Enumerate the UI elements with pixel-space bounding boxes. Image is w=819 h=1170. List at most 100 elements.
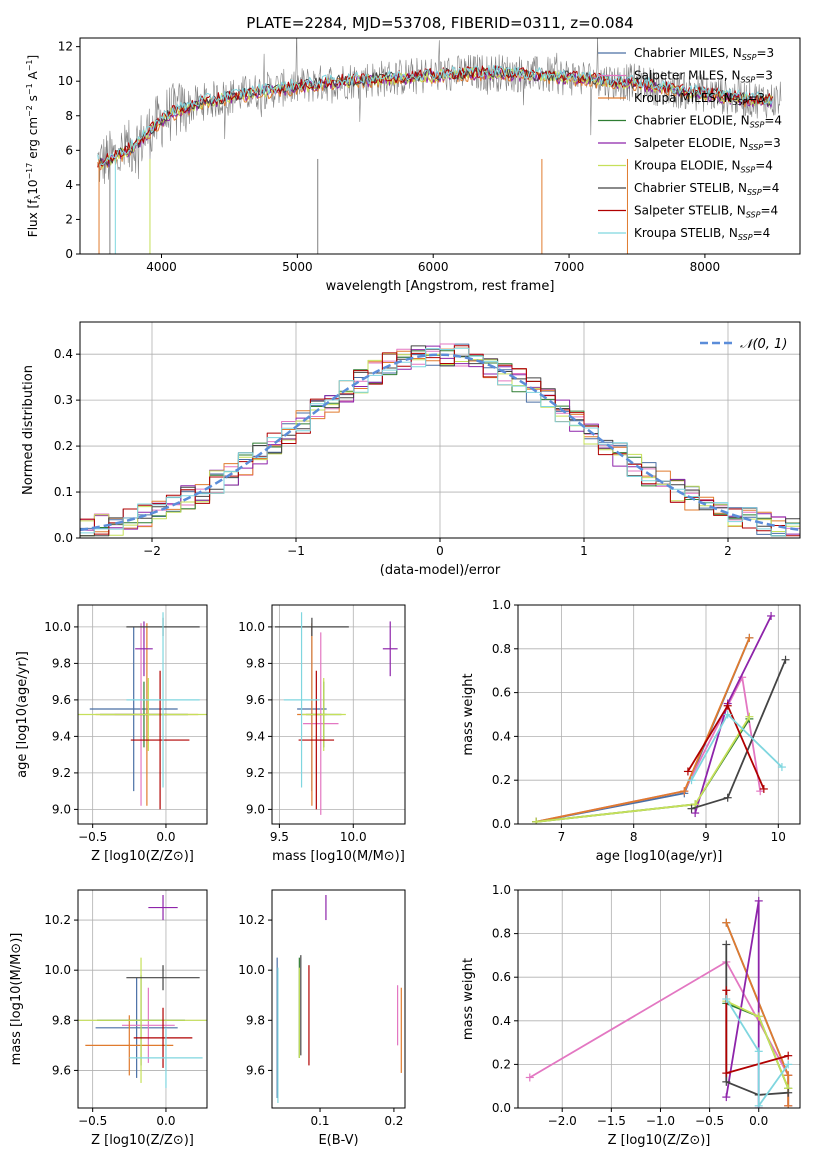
panel-spectrum: 4000 5000 6000 7000 8000 0 2 4 6 8 10 12 Chabrier MI… (25, 37, 801, 294)
x-axis-label: (data-model)/error (380, 563, 501, 578)
y-tick-label: 10.0 (238, 620, 265, 634)
legend-label-subscript: SSP (750, 121, 765, 130)
y-tick-label: 0.1 (54, 485, 73, 499)
y-tick-label: 9.6 (246, 693, 265, 707)
panel-mass_vs_EBV: 0.1 0.2 9.6 9.8 10.0 10.2 E(B-V) (238, 889, 406, 1148)
panel-massweight_vs_Z: −2.0 −1.5 −1.0 −0.5 0.0 0.0 0.2 0.4 0.6 0.8 1.0 Z [… (461, 883, 801, 1148)
y-tick-label: 0.2 (492, 1057, 511, 1071)
y-tick-label: 0.4 (492, 1014, 511, 1028)
y-axis-label-part: 10 (26, 180, 40, 195)
x-tick-label: −0.5 (695, 1114, 724, 1128)
legend-label-text: Salpeter MILES, N (634, 69, 741, 83)
x-tick-label: 10.0 (340, 830, 367, 844)
y-tick-label: 4 (65, 178, 73, 192)
legend-label-text: Salpeter ELODIE, N (634, 136, 748, 150)
legend-label: Salpeter MILES, NSSP=3 (634, 69, 773, 85)
panel-age_vs_Z: −0.5 0.0 9.0 9.2 9.4 9.6 9.8 10.0 Z [log10(Z/Z⊙)… (15, 604, 208, 864)
legend-label-subscript: SSP (738, 233, 753, 242)
y-axis-label: age [log10(age/yr)] (15, 651, 30, 778)
x-tick-label: 9.5 (270, 830, 289, 844)
legend-label: Chabrier STELIB, NSSP=4 (634, 181, 779, 197)
legend-label-subscript: SSP (747, 188, 762, 197)
axes-frame (271, 889, 406, 1109)
legend-label-subscript: SSP (748, 143, 763, 152)
plot-area (80, 343, 800, 537)
axes-frame (77, 604, 208, 825)
y-tick-label: 2 (65, 212, 73, 226)
legend-label-text: Kroupa STELIB, N (634, 226, 738, 240)
y-tick-label: 10.0 (44, 620, 71, 634)
legend-label-value: =4 (760, 204, 778, 218)
y-tick-label: 0.3 (54, 393, 73, 407)
y-tick-label: 0.4 (54, 347, 73, 361)
y-tick-label: 0.8 (492, 927, 511, 941)
y-axis-label-part: ] (26, 55, 40, 60)
y-tick-label: 9.4 (52, 729, 71, 743)
legend-label: Kroupa MILES, NSSP=3 (634, 91, 765, 107)
y-tick-label: 9.2 (52, 766, 71, 780)
y-tick-label: 10 (58, 74, 73, 88)
y-tick-label: 0.2 (492, 773, 511, 787)
legend-label-value: =4 (764, 114, 782, 128)
axes-frame (79, 37, 801, 255)
y-tick-label: 9.0 (52, 802, 71, 816)
figure-title: PLATE=2284, MJD=53708, FIBERID=0311, z=0… (246, 14, 633, 32)
x-tick-label: 9 (702, 830, 710, 844)
x-tick-label: −2.0 (548, 1114, 577, 1128)
y-axis-label-part: −17 (25, 163, 34, 180)
residual-legend: 𝒩(0, 1) (700, 337, 787, 352)
legend-label: Kroupa STELIB, NSSP=4 (634, 226, 770, 242)
x-axis-label: mass [log10(M/M⊙)] (272, 849, 405, 864)
x-tick-label: −2 (143, 544, 161, 558)
series-line (535, 637, 751, 823)
y-axis-label-part: erg cm (26, 117, 40, 163)
x-tick-label: 7000 (554, 260, 585, 274)
x-tick-label: −1.0 (646, 1114, 675, 1128)
y-tick-label: 9.0 (246, 802, 265, 816)
y-tick-label: 6 (65, 143, 73, 157)
legend-label-value: =3 (756, 46, 774, 60)
series-line (725, 998, 789, 1107)
legend-label-text: Kroupa ELODIE, N (634, 159, 741, 173)
x-tick-label: 4000 (146, 260, 177, 274)
legend-label: Salpeter ELODIE, NSSP=3 (634, 136, 781, 152)
legend-label: Salpeter STELIB, NSSP=4 (634, 204, 778, 220)
residual-histogram (80, 347, 800, 537)
legend-label-value: =3 (747, 91, 765, 105)
legend-label-text: Chabrier STELIB, N (634, 181, 747, 195)
series-line (529, 961, 790, 1106)
y-axis-label: Flux [fλ10−17 erg cm−2 s−1 A−1] (25, 55, 42, 237)
y-axis-label: mass [log10(M/M⊙)] (9, 933, 24, 1066)
y-tick-label: 9.4 (246, 729, 265, 743)
residual-histogram (80, 345, 800, 537)
panel-massweight_vs_age: 7 8 9 10 0.0 0.2 0.4 0.6 0.8 1.0 age [log10(age/yr… (461, 598, 801, 864)
y-tick-label: 9.2 (246, 766, 265, 780)
y-axis-label-part: −1 (25, 83, 34, 95)
y-tick-label: 9.6 (246, 1063, 265, 1077)
x-axis-label: wavelength [Angstrom, rest frame] (326, 279, 555, 294)
series-line (535, 637, 751, 823)
panel-residuals: −2 −1 0 1 2 0.0 0.1 0.2 0.3 0.4 𝒩(0, 1) (data-model… (21, 321, 801, 578)
y-axis-label: mass weight (461, 673, 476, 755)
x-tick-label: 10 (771, 830, 786, 844)
plot-area (78, 612, 207, 810)
legend-label-text: Salpeter STELIB, N (634, 204, 746, 218)
x-axis-label: E(B-V) (318, 1133, 358, 1148)
legend-label: Chabrier ELODIE, NSSP=4 (634, 114, 782, 130)
x-tick-label: 8 (630, 830, 638, 844)
x-axis-label: Z [log10(Z/Z⊙)] (91, 849, 194, 864)
legend-label-subscript: SSP (733, 98, 748, 107)
plot-area (78, 895, 207, 1088)
x-tick-label: 0 (436, 544, 444, 558)
plot-area (525, 896, 793, 1108)
legend-label-value: =4 (755, 159, 773, 173)
y-tick-label: 9.8 (246, 656, 265, 670)
axes-frame (517, 604, 801, 825)
legend-label-value: =4 (753, 226, 771, 240)
y-axis-label: Normed distribution (21, 365, 36, 495)
x-axis-label: Z [log10(Z/Z⊙)] (91, 1133, 194, 1148)
y-tick-label: 10.2 (44, 913, 71, 927)
x-tick-label: 2 (724, 544, 732, 558)
x-tick-label: 5000 (282, 260, 313, 274)
